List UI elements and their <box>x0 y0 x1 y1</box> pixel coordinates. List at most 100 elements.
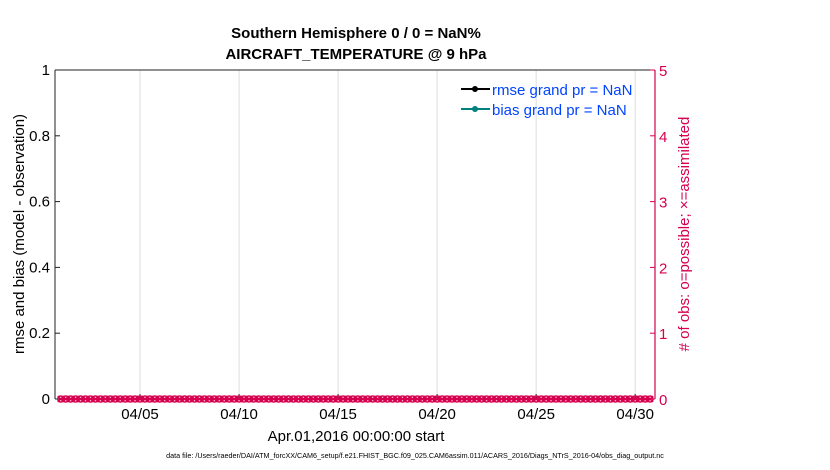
obs-possible-marker <box>497 395 506 403</box>
obs-possible-marker <box>507 395 516 403</box>
obs-possible-marker <box>572 395 580 403</box>
obs-possible-marker <box>586 395 595 403</box>
obs-possible-marker <box>502 395 511 403</box>
obs-possible-marker <box>477 395 486 403</box>
obs-possible-marker <box>309 395 318 403</box>
obs-possible-marker <box>453 395 461 403</box>
obs-possible-marker <box>626 395 634 403</box>
obs-possible-marker <box>567 395 575 403</box>
obs-possible-marker <box>329 395 337 403</box>
obs-possible-marker <box>151 395 159 403</box>
y2-tick-label: 5 <box>659 63 667 80</box>
obs-possible-marker <box>96 395 105 403</box>
obs-possible-marker <box>448 395 456 403</box>
obs-possible-marker <box>611 395 620 403</box>
obs-assimilated-marker <box>646 395 654 403</box>
obs-possible-marker <box>180 395 189 403</box>
obs-possible-marker <box>631 395 639 403</box>
plot-area <box>55 70 655 399</box>
obs-possible-marker <box>57 395 65 403</box>
obs-possible-marker <box>126 395 134 403</box>
obs-possible-marker <box>562 395 570 403</box>
obs-possible-marker <box>641 395 649 403</box>
data-file-footer: data file: /Users/raeder/DAI/ATM_forcXX/… <box>166 451 664 460</box>
obs-possible-marker <box>606 395 615 403</box>
obs-possible-marker <box>245 395 253 403</box>
obs-possible-marker <box>616 395 625 403</box>
chart-title: Southern Hemisphere 0 / 0 = NaN% <box>231 25 481 42</box>
obs-possible-marker <box>512 395 521 403</box>
obs-possible-marker <box>319 395 327 403</box>
obs-possible-marker <box>260 395 268 403</box>
legend-bias-label: bias grand pr = NaN <box>492 102 627 119</box>
obs-possible-marker <box>418 395 427 403</box>
obs-possible-marker <box>265 395 273 403</box>
obs-possible-marker <box>284 395 293 403</box>
obs-possible-marker <box>156 395 164 403</box>
y-tick-label: 0.4 <box>29 259 50 276</box>
y-tick-label: 0 <box>42 391 50 408</box>
obs-possible-marker <box>200 395 209 403</box>
obs-possible-marker <box>61 395 70 403</box>
obs-possible-marker <box>136 395 144 403</box>
obs-possible-marker <box>522 395 531 403</box>
obs-possible-marker <box>438 395 446 403</box>
y-tick-label: 0.2 <box>29 325 50 342</box>
x-tick-label: 04/15 <box>319 406 357 423</box>
obs-possible-marker <box>596 395 605 403</box>
obs-possible-marker <box>175 395 184 403</box>
obs-possible-marker <box>576 395 585 403</box>
y2-axis-label: # of obs: o=possible; ×=assimilated <box>676 117 693 352</box>
obs-possible-marker <box>269 395 278 403</box>
y-axis-label: rmse and bias (model - observation) <box>11 114 28 354</box>
obs-possible-marker <box>373 395 382 403</box>
obs-possible-marker <box>205 395 214 403</box>
obs-possible-marker <box>240 395 248 403</box>
obs-possible-marker <box>289 395 298 403</box>
y2-tick-label: 4 <box>659 129 667 146</box>
obs-possible-marker <box>581 395 590 403</box>
obs-possible-marker <box>388 395 397 403</box>
obs-possible-marker <box>185 395 194 403</box>
obs-possible-marker <box>413 395 422 403</box>
obs-possible-marker <box>91 395 100 403</box>
obs-possible-marker <box>591 395 600 403</box>
obs-possible-marker <box>314 395 323 403</box>
obs-possible-marker <box>101 395 110 403</box>
obs-possible-marker <box>141 395 149 403</box>
y-tick-label: 0.6 <box>29 194 50 211</box>
obs-possible-marker <box>339 395 347 403</box>
obs-possible-marker <box>472 395 481 403</box>
y2-tick-label: 3 <box>659 195 667 212</box>
obs-possible-marker <box>482 395 491 403</box>
obs-possible-marker <box>601 395 610 403</box>
obs-possible-marker <box>487 395 496 403</box>
obs-possible-marker <box>344 395 352 403</box>
obs-possible-marker <box>383 395 392 403</box>
x-axis-label: Apr.01,2016 00:00:00 start <box>268 428 446 445</box>
x-tick-label: 04/30 <box>616 406 654 423</box>
obs-possible-marker <box>527 395 535 403</box>
obs-possible-marker <box>279 395 288 403</box>
obs-possible-marker <box>220 395 228 403</box>
obs-possible-marker <box>428 395 436 403</box>
obs-possible-marker <box>146 395 154 403</box>
obs-possible-marker <box>299 395 308 403</box>
obs-possible-marker <box>646 395 654 403</box>
y-tick-label: 0.8 <box>29 128 50 145</box>
obs-possible-marker <box>86 395 95 403</box>
obs-possible-marker <box>463 395 471 403</box>
obs-possible-marker <box>458 395 466 403</box>
x-tick-label: 04/25 <box>517 406 555 423</box>
obs-possible-marker <box>225 395 233 403</box>
obs-possible-marker <box>443 395 451 403</box>
obs-possible-marker <box>324 395 332 403</box>
obs-possible-marker <box>170 395 179 403</box>
x-tick-label: 04/05 <box>121 406 159 423</box>
obs-possible-marker <box>116 395 124 403</box>
obs-possible-marker <box>354 395 362 403</box>
obs-possible-marker <box>195 395 204 403</box>
obs-possible-marker <box>294 395 303 403</box>
obs-possible-marker <box>190 395 199 403</box>
y2-tick-label: 2 <box>659 260 667 277</box>
